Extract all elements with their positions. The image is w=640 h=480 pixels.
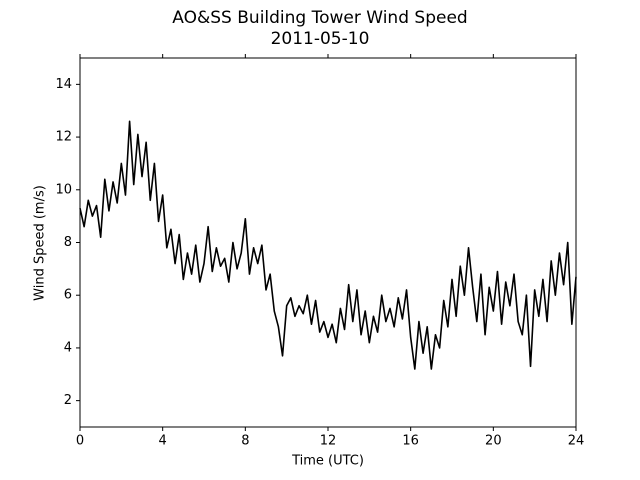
y-tick-label: 2 [64,393,72,408]
x-axis-label: Time (UTC) [291,454,364,469]
y-tick-label: 12 [55,130,72,145]
plot-frame [79,57,577,428]
x-tick-label: 16 [402,434,419,449]
x-tick-label: 8 [241,434,249,449]
y-tick-label: 8 [64,235,72,250]
y-tick-label: 4 [64,340,72,355]
x-tick-label: 0 [76,434,84,449]
line-series [79,120,577,370]
chart-subtitle: 2011-05-10 [271,29,370,49]
chart-title: AO&SS Building Tower Wind Speed [172,8,467,28]
x-tick-label: 20 [485,434,502,449]
y-tick-label: 6 [64,288,72,303]
x-tick-label: 12 [320,434,337,449]
x-tick-label: 24 [568,434,585,449]
y-tick-label: 10 [55,182,72,197]
y-axis-label: Wind Speed (m/s) [33,185,48,301]
x-tick-label: 4 [159,434,167,449]
y-tick-label: 14 [55,77,72,92]
